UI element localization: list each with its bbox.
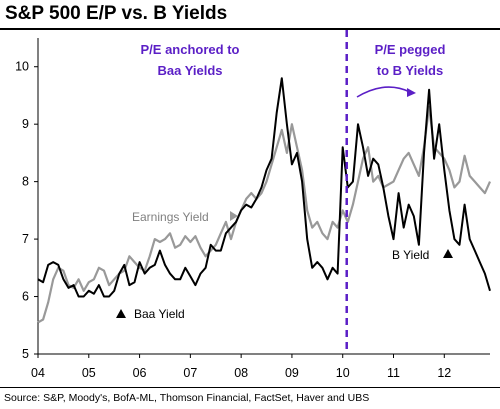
baa-yield-marker-icon bbox=[116, 309, 126, 318]
x-tick-label: 11 bbox=[387, 366, 400, 380]
x-tick-label: 10 bbox=[336, 366, 350, 380]
chart-annotations: P/E anchored to Baa Yields P/E pegged to… bbox=[116, 30, 453, 354]
y-tick-label: 8 bbox=[22, 175, 29, 189]
right-annotation-line-2: to B Yields bbox=[377, 63, 443, 78]
left-annotation-line-2: Baa Yields bbox=[157, 63, 222, 78]
b-yield-marker-icon bbox=[443, 249, 453, 258]
pegged-arrow-icon bbox=[356, 86, 411, 98]
y-tick-label: 9 bbox=[22, 117, 29, 131]
x-tick-label: 04 bbox=[31, 366, 45, 380]
right-annotation-line-1: P/E pegged bbox=[375, 42, 446, 57]
pegged-arrowhead-icon bbox=[407, 88, 416, 97]
x-tick-label: 08 bbox=[234, 366, 248, 380]
bond-yield-line bbox=[37, 77, 491, 298]
x-tick-label: 07 bbox=[183, 366, 197, 380]
title-divider bbox=[0, 28, 500, 30]
left-annotation-line-1: P/E anchored to bbox=[141, 42, 240, 57]
earnings-yield-series bbox=[37, 105, 492, 324]
source-divider bbox=[0, 387, 500, 388]
chart-axes: 5 6 7 8 9 10 04 05 06 07 08 09 10 11 12 bbox=[15, 38, 490, 380]
x-tick-label: 09 bbox=[285, 366, 299, 380]
y-tick-label: 5 bbox=[22, 347, 29, 361]
bond-yield-series bbox=[37, 77, 491, 298]
y-tick-label: 6 bbox=[22, 290, 29, 304]
earnings-yield-marker-icon bbox=[230, 211, 238, 221]
x-tick-label: 12 bbox=[437, 366, 451, 380]
x-tick-label: 05 bbox=[82, 366, 96, 380]
earnings-yield-label: Earnings Yield bbox=[132, 210, 209, 224]
earnings-yield-line bbox=[37, 105, 492, 324]
x-tick-label: 06 bbox=[133, 366, 147, 380]
b-yield-label: B Yield bbox=[392, 248, 429, 262]
chart-title: S&P 500 E/P vs. B Yields bbox=[5, 3, 228, 24]
source-note: Source: S&P, Moody's, BofA-ML, Thomson F… bbox=[4, 392, 370, 404]
baa-yield-label: Baa Yield bbox=[134, 307, 185, 321]
y-tick-label: 10 bbox=[15, 60, 29, 74]
y-tick-label: 7 bbox=[22, 232, 29, 246]
